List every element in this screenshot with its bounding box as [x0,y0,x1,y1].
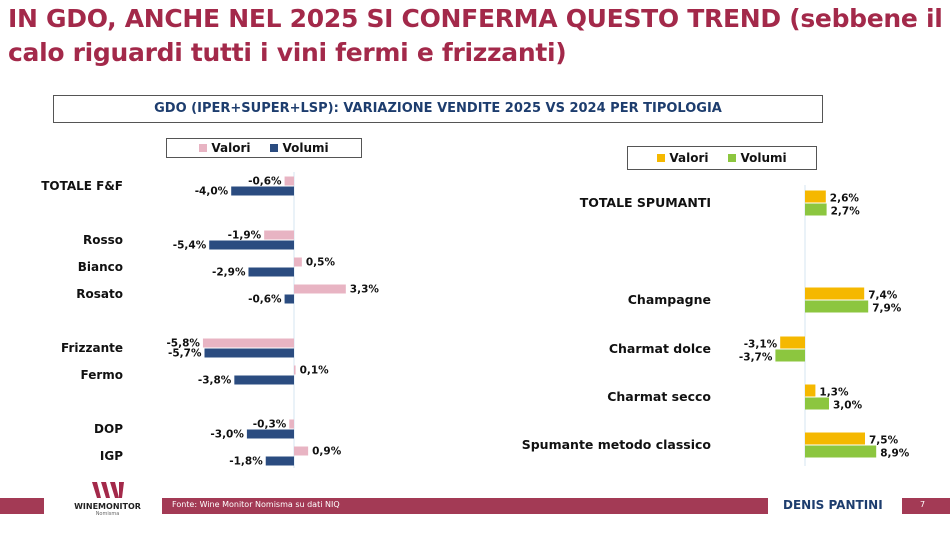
data-label: -3,8% [198,375,232,387]
bar-valori [284,176,294,186]
data-label: 3,0% [833,400,863,412]
bar-valori [805,384,816,397]
category-label: Fermo [80,368,123,382]
data-label: 0,1% [300,365,330,377]
category-label: Frizzante [61,341,123,355]
data-label: -0,6% [248,176,282,188]
data-label: -2,9% [212,267,246,279]
data-label: -5,7% [168,348,202,360]
data-label: 1,3% [819,387,849,399]
category-label: Rosso [83,233,123,247]
data-label: 8,9% [880,448,910,460]
data-label: 2,6% [830,193,860,205]
bar-valori [805,432,865,445]
bar-valori [294,446,309,456]
bar-valori [202,338,294,348]
bar-volumi [775,349,805,362]
legend-left: Valori Volumi [166,138,362,158]
data-label: 2,7% [831,206,861,218]
category-label: Spumante metodo classico [522,437,712,452]
bar-valori [264,230,294,240]
data-label: -1,8% [229,456,263,468]
data-label: -1,9% [228,230,262,242]
slide-title: IN GDO, ANCHE NEL 2025 SI CONFERMA QUEST… [8,4,943,67]
bar-volumi [234,375,294,385]
bar-valori [805,287,865,300]
legend-item-valori: Valori [199,141,250,155]
category-label: Champagne [628,292,711,307]
data-label: 3,3% [350,284,380,296]
data-label: -0,3% [253,419,287,431]
bar-volumi [265,456,294,466]
bar-volumi [248,267,294,277]
bar-volumi [209,240,294,250]
category-label: IGP [100,449,123,463]
data-label: 0,5% [306,257,336,269]
chart-title: GDO (IPER+SUPER+LSP): VARIAZIONE VENDITE… [53,95,823,123]
legend-item-volumi: Volumi [728,151,787,165]
footer-bar-page [902,498,950,514]
category-label: TOTALE SPUMANTI [580,195,711,210]
data-label: -5,8% [166,338,200,350]
footer-bar [162,498,768,514]
bar-valori [289,419,294,429]
footer-bar-left [0,498,44,514]
bar-volumi [204,348,294,358]
data-label: 7,4% [868,290,898,302]
bar-valori [780,336,805,349]
data-label: -3,1% [744,339,778,351]
data-label: 7,9% [872,303,902,315]
data-label: 0,9% [312,446,342,458]
author: DENIS PANTINI [783,498,883,512]
source-note: Fonte: Wine Monitor Nomisma su dati NIQ [172,500,340,509]
bar-volumi [231,186,294,196]
bar-volumi [805,397,829,410]
data-label: -5,4% [173,240,207,252]
category-label: Rosato [76,287,123,301]
bar-valori [294,284,346,294]
category-label: Bianco [78,260,123,274]
category-label: TOTALE F&F [41,179,123,193]
data-label: -4,0% [195,186,229,198]
bar-valori [294,365,296,375]
data-label: -0,6% [248,294,282,306]
category-label: Charmat dolce [609,341,711,356]
category-label: Charmat secco [607,389,711,404]
data-label: 7,5% [869,435,899,447]
logo: WINEMONITOR Nomisma [70,482,145,517]
bar-valori [294,257,302,267]
legend-right: Valori Volumi [627,146,817,170]
bar-volumi [805,445,877,458]
bar-valori [805,190,826,203]
data-label: -3,0% [210,429,244,441]
category-label: DOP [94,422,123,436]
page-number: 7 [920,500,926,509]
bar-volumi [805,203,827,216]
bar-volumi [284,294,294,304]
legend-item-valori: Valori [657,151,708,165]
legend-item-volumi: Volumi [270,141,329,155]
bar-volumi [805,300,869,313]
logo-mark-icon [91,482,124,498]
data-label: -3,7% [739,352,773,364]
bar-volumi [246,429,294,439]
